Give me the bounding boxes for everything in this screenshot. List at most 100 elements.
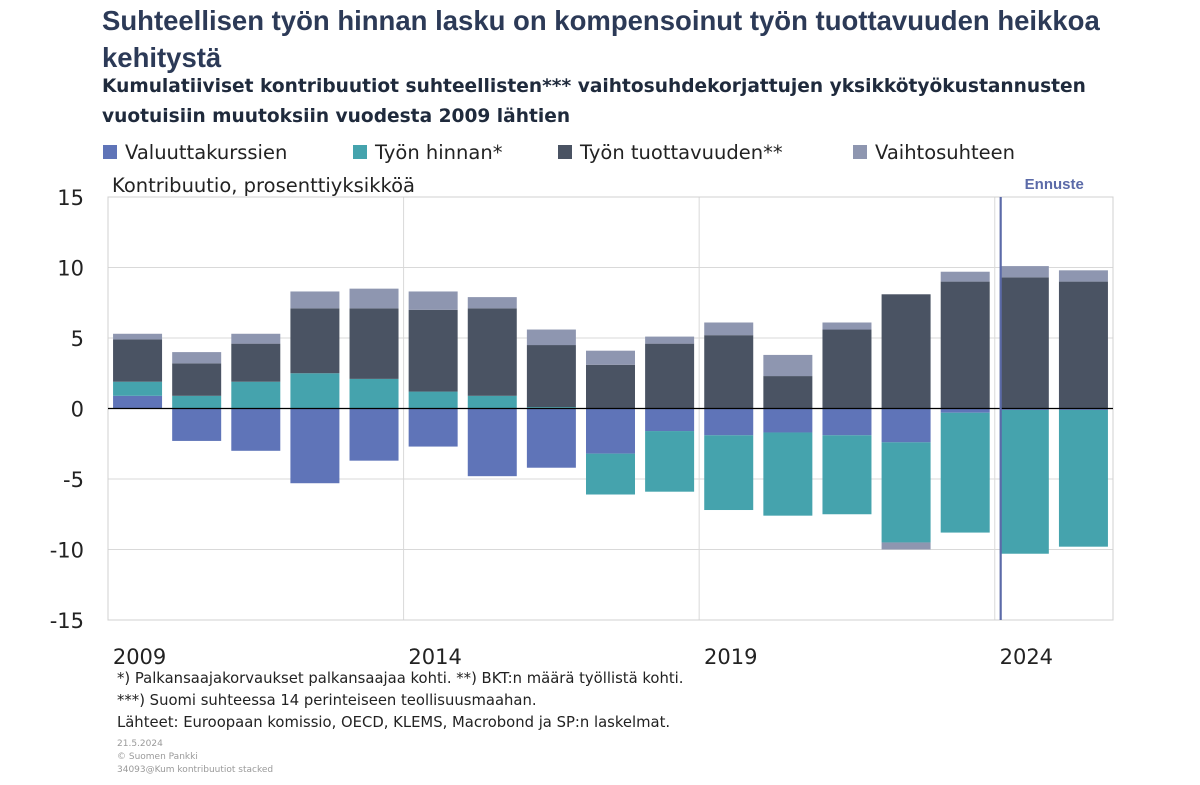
bar-segment xyxy=(349,308,399,379)
bar-segment xyxy=(172,395,222,409)
bar-segment xyxy=(467,408,517,477)
bar-segment xyxy=(526,329,576,346)
bar-segment xyxy=(408,408,458,447)
bar-segment xyxy=(586,350,635,365)
bar-segment xyxy=(349,378,399,409)
legend-swatch xyxy=(353,145,367,159)
chart-title: Suhteellisen työn hinnan lasku on kompen… xyxy=(102,5,1100,73)
bar-segment xyxy=(940,271,990,282)
legend-item-tyon-hinnan: Työn hinnan* xyxy=(353,141,558,164)
bar-segment xyxy=(586,408,635,454)
bar-segment xyxy=(763,376,813,409)
bar-segment xyxy=(881,294,931,409)
bar-segment xyxy=(940,281,990,409)
bar-segment xyxy=(822,435,872,515)
bar-segment xyxy=(645,431,695,492)
bar-segment xyxy=(586,364,635,409)
x-tick-label: 2009 xyxy=(113,645,166,669)
bar-segment xyxy=(645,408,695,432)
bar-segment xyxy=(172,408,222,441)
bar-segment xyxy=(999,409,1049,554)
legend-item-vaihtosuhteen: Vaihtosuhteen xyxy=(853,141,1015,164)
bar-segment xyxy=(999,408,1049,410)
y-tick-label: 0 xyxy=(71,398,84,422)
bar-segment xyxy=(113,333,163,340)
bar-segment xyxy=(881,442,931,543)
meta-copyright: © Suomen Pankki xyxy=(117,752,198,762)
legend-label: Vaihtosuhteen xyxy=(875,140,1016,164)
legend-label: Työn hinnan* xyxy=(375,140,503,164)
footnote: ***) Suomi suhteessa 14 perinteiseen teo… xyxy=(117,692,537,709)
bar-segment xyxy=(822,322,872,330)
bar-segment xyxy=(704,408,754,436)
y-tick-label: 5 xyxy=(71,327,84,351)
bar-segment xyxy=(408,391,458,409)
bar-segment xyxy=(290,408,340,484)
bar-segment xyxy=(408,291,458,310)
x-tick-label: 2014 xyxy=(408,645,461,669)
bar-segment xyxy=(999,266,1049,278)
bar-segment xyxy=(526,407,576,409)
bar-segment xyxy=(290,373,340,409)
bar-segment xyxy=(763,408,813,433)
bar-segment xyxy=(290,308,340,374)
bar-segment xyxy=(113,381,163,396)
y-axis-label: Kontribuutio, prosenttiyksikköä xyxy=(112,174,415,197)
bar-segment xyxy=(113,395,163,409)
bar-segment xyxy=(349,408,399,461)
x-tick-label: 2019 xyxy=(704,645,757,669)
bar-segment xyxy=(704,335,754,409)
meta-date: 21.5.2024 xyxy=(117,739,163,749)
bar-segment xyxy=(881,542,931,550)
x-tick-label: 2024 xyxy=(1000,645,1053,669)
bar-segment xyxy=(467,297,517,309)
y-tick-label: 15 xyxy=(57,186,84,210)
bar-segment xyxy=(1058,281,1108,409)
bar-segment xyxy=(881,408,931,443)
bar-segment xyxy=(231,381,281,409)
bar-segment xyxy=(763,432,813,516)
bar-segment xyxy=(290,291,340,309)
bar-segment xyxy=(526,345,576,408)
bar-segment xyxy=(645,336,695,344)
bar-segment xyxy=(704,435,754,511)
bar-segment xyxy=(172,363,222,396)
forecast-label: Ennuste xyxy=(1025,176,1084,193)
bar-segment xyxy=(349,288,399,309)
bar-segment xyxy=(231,343,281,382)
bar-segment xyxy=(231,408,281,451)
meta-chart-id: 34093@Kum kontribuutiot stacked xyxy=(117,765,274,775)
legend-swatch xyxy=(853,145,867,159)
y-tick-label: -15 xyxy=(50,609,84,633)
bar-segment xyxy=(526,408,576,468)
bar-segment xyxy=(231,333,281,344)
bar-segment xyxy=(1058,270,1108,282)
chart-subtitle: Kumulatiiviset kontribuutiot suhteellist… xyxy=(102,76,1086,127)
legend-label: Työn tuottavuuden** xyxy=(580,140,783,164)
y-tick-label: 10 xyxy=(57,257,84,281)
chart-meta: 21.5.2024 © Suomen Pankki 34093@Kum kont… xyxy=(117,738,273,777)
footnotes: *) Palkansaajakorvaukset palkansaajaa ko… xyxy=(117,668,683,734)
y-tick-label: -10 xyxy=(50,539,84,563)
bar-segment xyxy=(467,308,517,396)
bar-segment xyxy=(645,343,695,409)
bar-segment xyxy=(822,329,872,409)
legend-swatch xyxy=(558,145,572,159)
bar-segment xyxy=(763,354,813,377)
legend-label: Valuuttakurssien xyxy=(125,140,288,164)
legend-item-tyon-tuottavuuden: Työn tuottavuuden** xyxy=(558,141,853,164)
bar-segment xyxy=(408,309,458,392)
bar-segment xyxy=(822,408,872,436)
y-tick-label: -5 xyxy=(63,468,84,492)
bar-segment xyxy=(172,352,222,364)
chart-legend: Valuuttakurssien Työn hinnan* Työn tuott… xyxy=(103,137,1015,167)
footnote: *) Palkansaajakorvaukset palkansaajaa ko… xyxy=(117,670,684,687)
bar-segment xyxy=(113,339,163,382)
legend-item-valuuttakurssien: Valuuttakurssien xyxy=(103,141,353,164)
footnote: Lähteet: Euroopaan komissio, OECD, KLEMS… xyxy=(117,714,671,731)
bar-segment xyxy=(999,277,1049,409)
bar-segment xyxy=(467,395,517,409)
bar-segment xyxy=(1058,408,1108,410)
bar-segment xyxy=(940,408,990,413)
